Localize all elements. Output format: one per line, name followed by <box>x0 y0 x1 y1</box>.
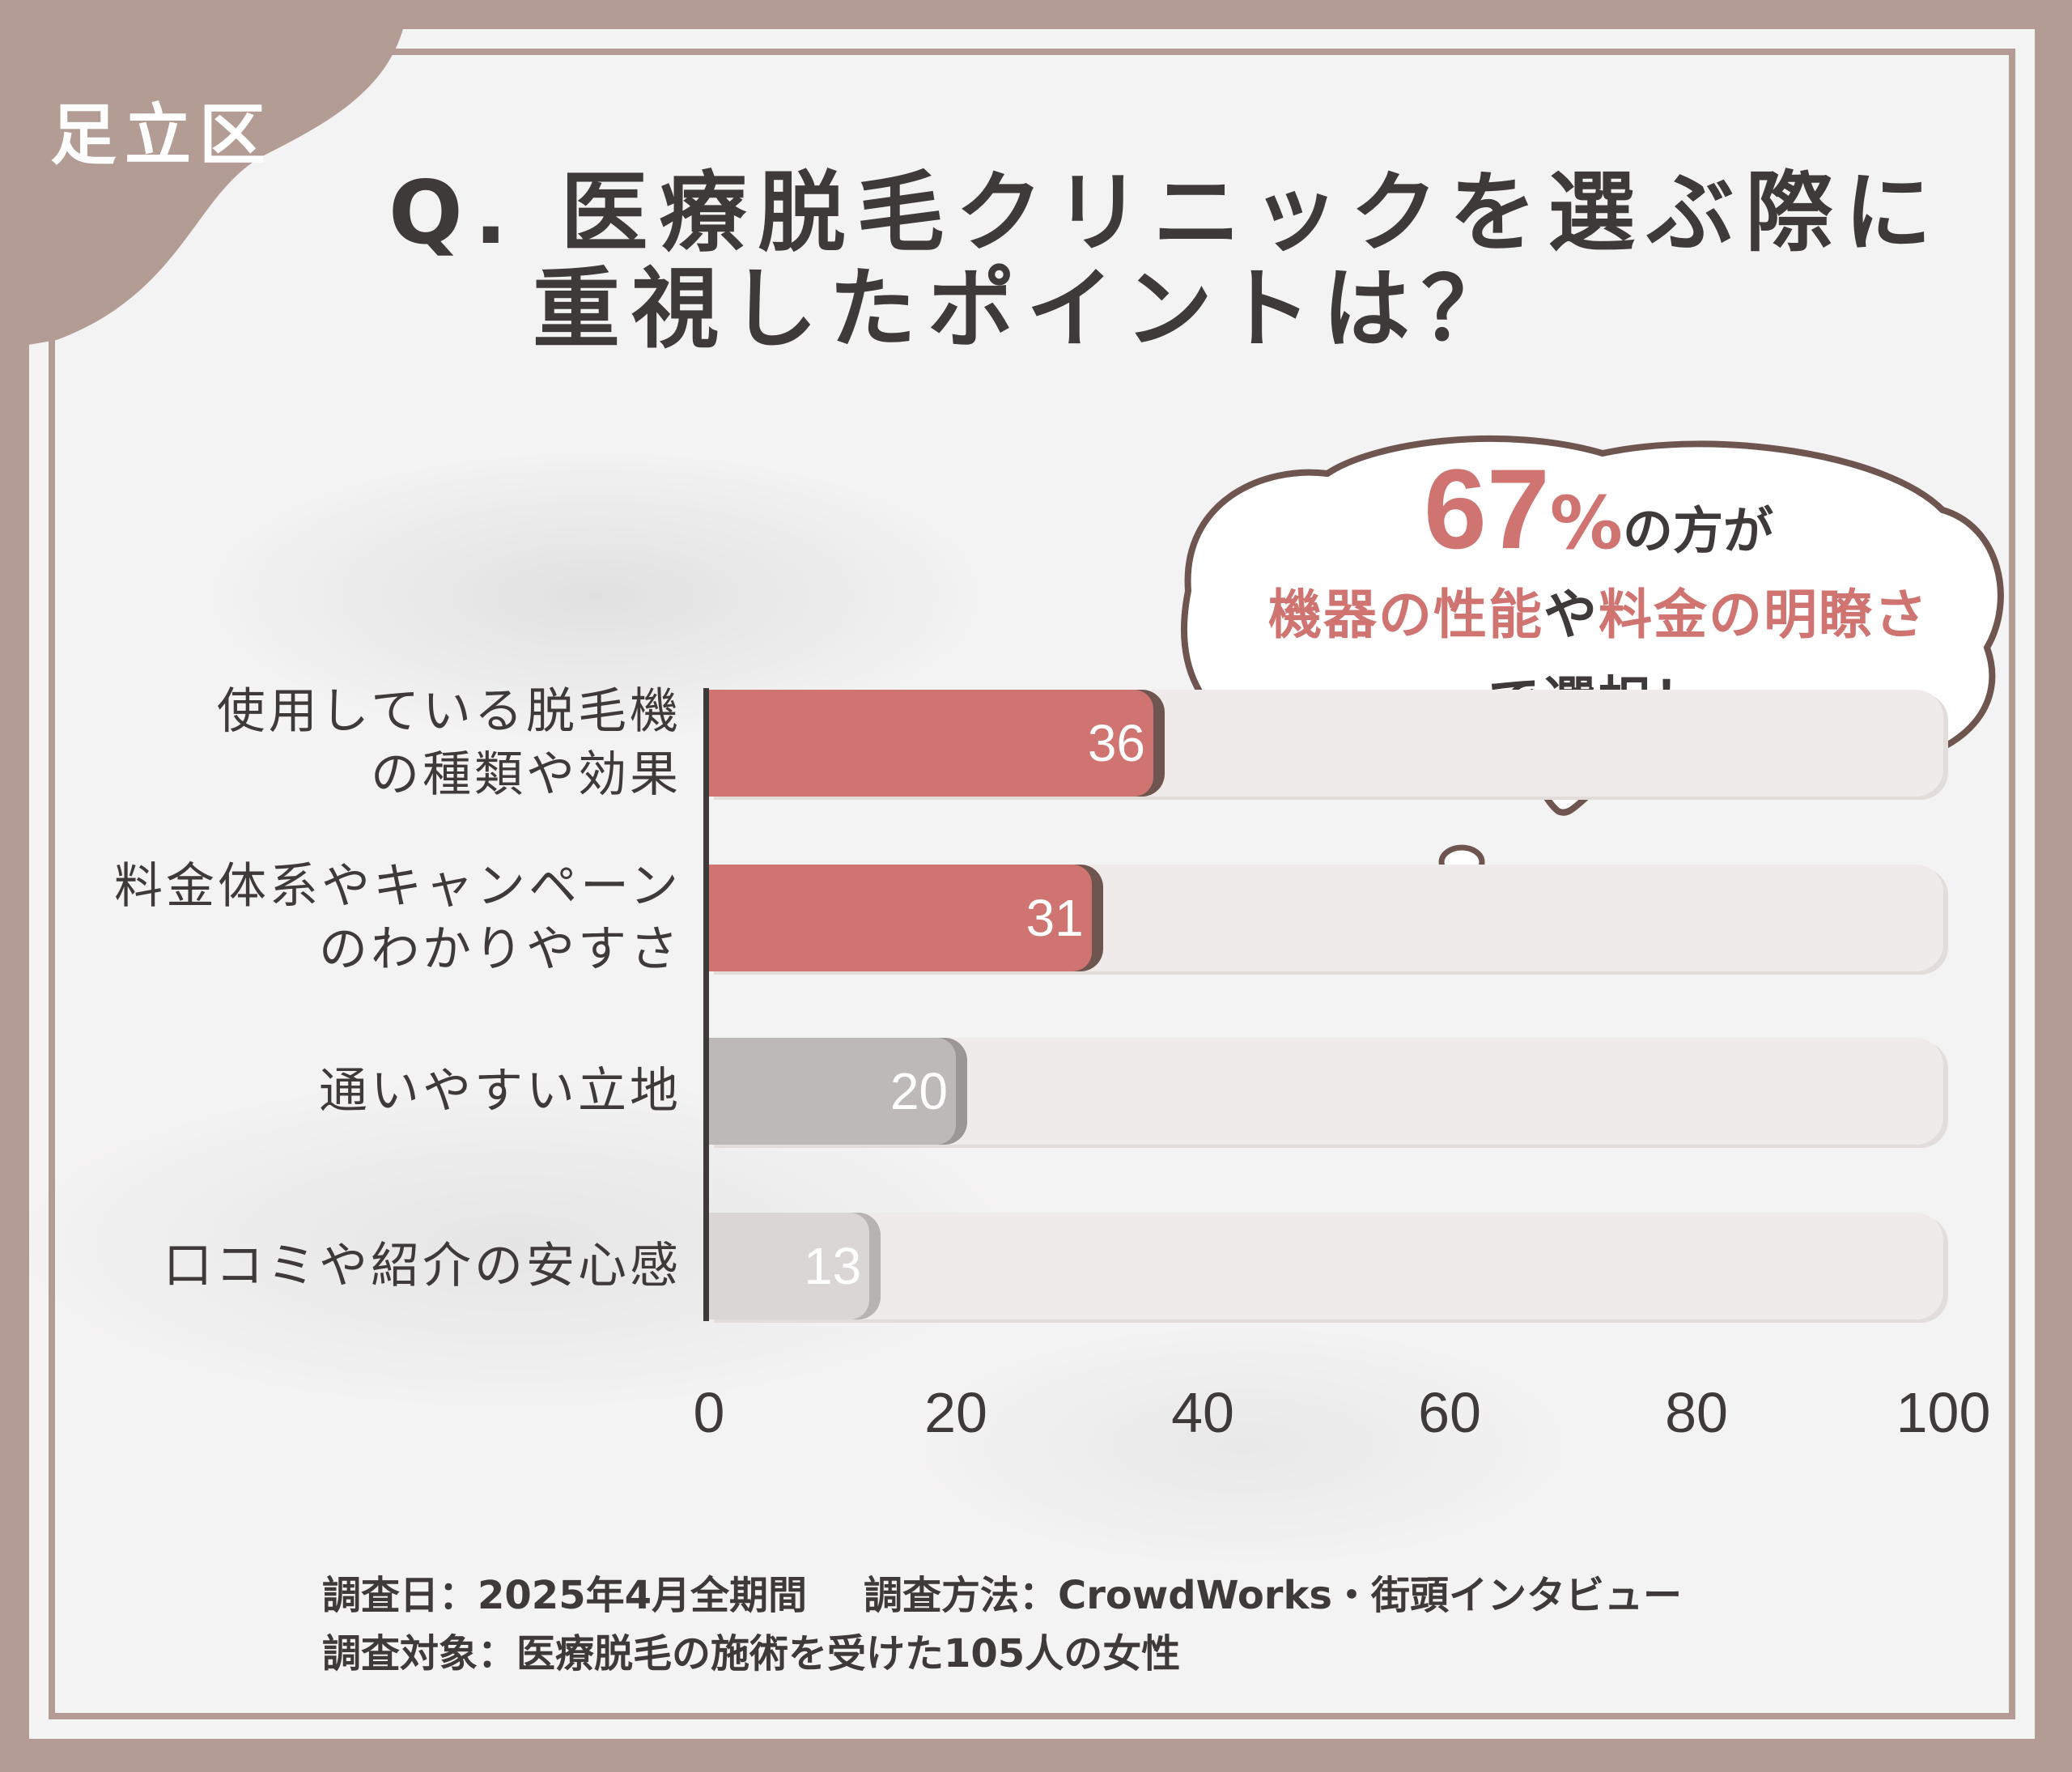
x-tick-label: 0 <box>693 1381 725 1444</box>
x-tick-label: 20 <box>924 1381 987 1444</box>
bar-track <box>709 1213 1943 1319</box>
bar <box>709 1213 870 1319</box>
category-label-line: 使用している脱毛機 <box>216 683 681 740</box>
x-tick-label: 40 <box>1171 1381 1234 1444</box>
y-axis-line <box>703 688 709 1321</box>
x-tick-label: 80 <box>1665 1381 1728 1444</box>
callout-highlight-2: 料金の明瞭さ <box>1599 584 1929 646</box>
survey-method: 調査方法：CrowdWorks・街頭インタビュー <box>864 1573 1682 1618</box>
category-label-line: 料金体系やキャンペーン <box>114 858 681 915</box>
callout-percent: 67 <box>1424 445 1550 572</box>
survey-target: 調査対象：医療脱毛の施術を受けた105人の女性 <box>322 1631 1181 1676</box>
category-label: 口コミや紹介の安心感 <box>0 1234 681 1298</box>
callout-after-percent: の方が <box>1622 501 1773 560</box>
bar-value-label: 31 <box>1025 889 1084 947</box>
survey-footer: 調査日：2025年4月全期間 調査方法：CrowdWorks・街頭インタビュー 調… <box>322 1566 1682 1683</box>
bar-value-label: 13 <box>804 1237 862 1295</box>
callout-connector: や <box>1543 584 1599 646</box>
callout-percent-sign: % <box>1549 481 1623 566</box>
callout-line1: 67%の方が <box>1149 444 2048 575</box>
inner-border <box>49 49 2015 1719</box>
question-title-line2: 重視したポイントは？ <box>533 258 1521 360</box>
callout-highlight-1: 機器の性能 <box>1268 584 1543 646</box>
category-label-line: の種類や効果 <box>371 746 681 803</box>
callout-line2: 機器の性能や料金の明瞭さ <box>1149 572 2048 649</box>
question-title-line1: Q. 医療脱毛クリニックを選ぶ際に <box>388 163 1943 264</box>
bar-value-label: 20 <box>890 1062 948 1120</box>
bar <box>709 690 1153 797</box>
question-title: Q. 医療脱毛クリニックを選ぶ際に 重視したポイントは？ <box>388 163 2007 360</box>
bar <box>709 1038 956 1145</box>
category-label: 通いやすい立地 <box>0 1060 681 1123</box>
bar-value-label: 36 <box>1087 714 1145 772</box>
bar <box>709 865 1092 971</box>
survey-date: 調査日：2025年4月全期間 <box>322 1573 807 1618</box>
region-tag: 足立区 <box>50 97 274 174</box>
category-label: 使用している脱毛機の種類や効果 <box>0 680 681 806</box>
category-label-line: 口コミや紹介の安心感 <box>163 1238 681 1294</box>
category-label: 料金体系やキャンペーンのわかりやすさ <box>0 855 681 981</box>
category-label-line: 通いやすい立地 <box>319 1063 681 1120</box>
category-label-line: のわかりやすさ <box>319 921 681 978</box>
x-tick-label: 60 <box>1418 1381 1481 1444</box>
x-tick-label: 100 <box>1896 1381 1991 1444</box>
content-panel <box>29 29 2035 1739</box>
